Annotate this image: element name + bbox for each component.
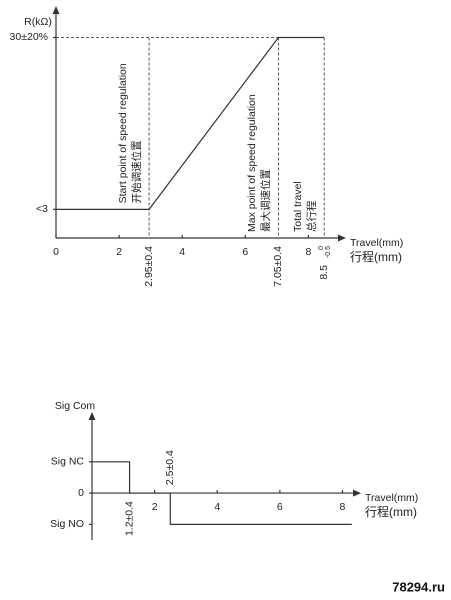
y-tick-label: 0: [78, 487, 84, 499]
marker-label: 7.05±0.4: [272, 246, 284, 287]
x-tick-label: 8: [306, 246, 312, 258]
y-tick-label: Sig NO: [50, 518, 84, 530]
x-axis-arrow: [338, 234, 346, 242]
watermark: 78294.ru: [392, 579, 445, 594]
x-tick-label: 0: [53, 246, 59, 258]
x-axis-label: Travel(mm): [365, 492, 418, 504]
marker-note: 总行程: [305, 200, 318, 232]
x-tick-label: 6: [277, 501, 283, 513]
y-tick-label: 30±20%: [10, 31, 48, 43]
x-tick-label: 6: [242, 246, 248, 258]
marker-note: Max point of speed regulation: [246, 94, 258, 232]
y-axis-arrow: [52, 6, 60, 14]
x-tick-label: 2: [152, 501, 158, 513]
series-line: [92, 461, 352, 525]
y-axis-label: R(kΩ): [24, 16, 52, 28]
y-tick-label: <3: [36, 203, 48, 215]
x-axis-label-cn: 行程(mm): [350, 249, 402, 264]
series-line: [56, 36, 325, 210]
marker-note: Start point of speed regulation: [117, 63, 129, 203]
x-axis-arrow: [353, 489, 361, 497]
marker-note: 开始调速位置: [130, 140, 143, 203]
marker-note: Total travel: [292, 181, 304, 232]
y-axis-arrow: [88, 412, 96, 420]
x-axis-label: Travel(mm): [350, 237, 403, 249]
x-axis-label-cn: 行程(mm): [365, 504, 417, 519]
x-tick-label: 4: [179, 246, 185, 258]
y-tick-label: Sig NC: [51, 456, 85, 468]
x-tick-label: 4: [214, 501, 220, 513]
tolerance-lower: -0.5: [325, 246, 332, 258]
marker-label: 8.5: [318, 265, 330, 280]
y-axis-label: Sig Com: [55, 400, 96, 412]
marker-label: 1.2±0.4: [123, 501, 135, 536]
x-tick-label: 8: [340, 501, 346, 513]
marker-label: 2.95±0.4: [143, 246, 155, 287]
marker-note: 最大调速位置: [259, 169, 272, 232]
tolerance-upper: 0: [318, 246, 325, 250]
marker-label: 2.5±0.4: [164, 450, 176, 485]
x-tick-label: 2: [116, 246, 122, 258]
